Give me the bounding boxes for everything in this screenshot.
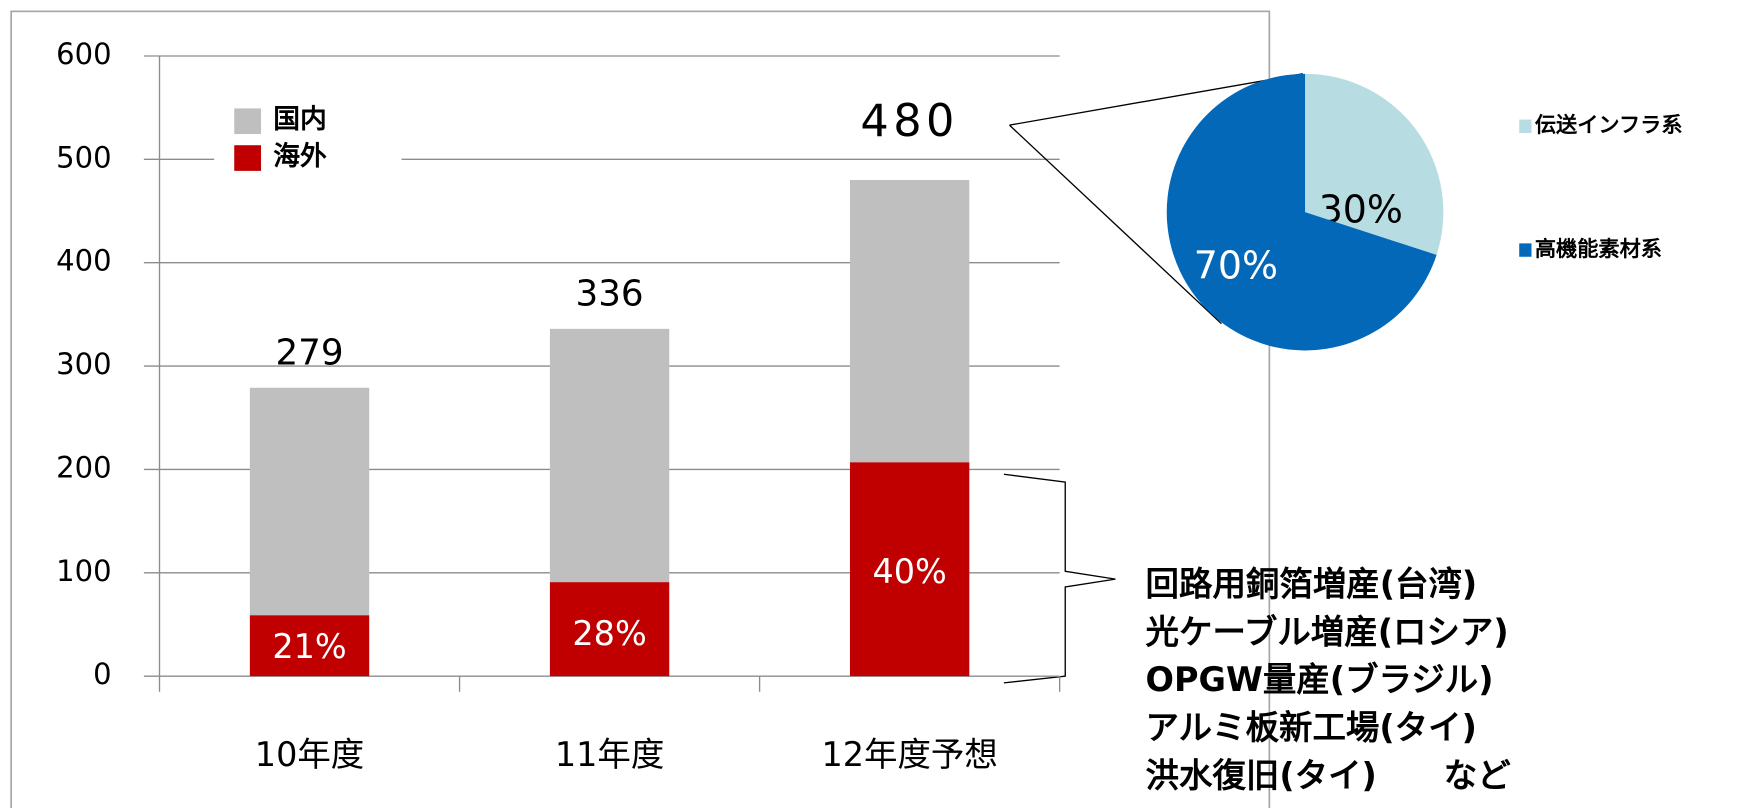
bar-segment xyxy=(249,387,370,616)
legend-label: 伝送インフラ系 xyxy=(1535,112,1683,137)
pie-label: 70% xyxy=(1194,243,1278,287)
bar-segment xyxy=(849,180,970,463)
bar-segment xyxy=(249,615,370,677)
bar-segment xyxy=(849,462,970,677)
y-tick-label: 500 xyxy=(56,140,111,174)
x-tick-label: 12年度予想 xyxy=(821,735,997,774)
brace xyxy=(1003,473,1116,684)
share-label: 40% xyxy=(872,552,946,591)
connector xyxy=(1009,73,1303,126)
pie-slice xyxy=(1166,73,1437,351)
bar-segment xyxy=(549,582,670,677)
annotation: 回路用銅箔増産(台湾) xyxy=(1146,564,1478,603)
chart-frame xyxy=(10,10,1271,808)
y-tick-label: 600 xyxy=(56,37,111,71)
share-label: 21% xyxy=(272,627,346,666)
annotation: アルミ板新工場(タイ) xyxy=(1146,708,1477,747)
x-tick-label: 11年度 xyxy=(555,735,664,774)
legend-label: 国内 xyxy=(273,104,327,135)
total-label: 279 xyxy=(275,332,343,373)
annotation: 洪水復旧(タイ) など xyxy=(1146,756,1512,795)
total-label: 336 xyxy=(576,273,644,314)
annotation: OPGW量産(ブラジル) xyxy=(1146,660,1494,699)
connector xyxy=(1009,124,1222,325)
legend-label: 高機能素材系 xyxy=(1535,236,1662,261)
y-tick-label: 400 xyxy=(56,244,111,278)
share-label: 28% xyxy=(572,614,646,653)
legend-swatch xyxy=(234,108,262,135)
legend-swatch xyxy=(234,145,262,171)
y-tick-label: 0 xyxy=(93,657,111,691)
legend-swatch xyxy=(1519,119,1532,133)
y-tick-label: 100 xyxy=(56,554,111,588)
bar-segment xyxy=(549,328,670,583)
y-tick-label: 300 xyxy=(56,347,111,381)
total-label: 480 xyxy=(860,95,959,147)
annotation: 光ケーブル増産(ロシア) xyxy=(1146,612,1509,651)
pie-slice xyxy=(1305,73,1444,255)
legend-swatch xyxy=(1519,243,1532,257)
x-tick-label: 10年度 xyxy=(255,735,364,774)
legend-label: 海外 xyxy=(273,141,327,172)
y-tick-label: 200 xyxy=(56,450,111,484)
